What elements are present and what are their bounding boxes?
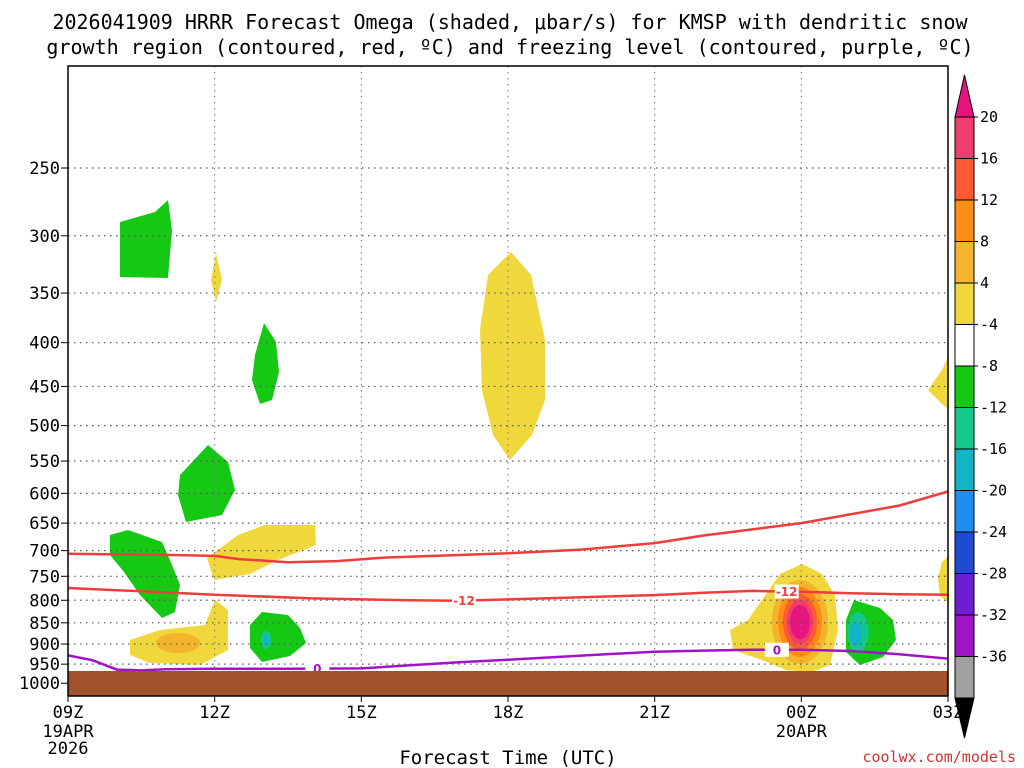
contour-line (67, 586, 949, 602)
y-tick-label: 900 (29, 635, 60, 655)
y-tick-label: 750 (29, 567, 60, 587)
y-tick-label: 500 (29, 417, 60, 437)
colorbar-label: -4 (980, 316, 998, 334)
colorbar: 20 16 12 8 4 -4 -8 -12 -16 -20 -24 -28 -32 -36 (954, 74, 1007, 739)
colorbar-label: 12 (980, 191, 998, 209)
colorbar-swatch (954, 365, 975, 408)
x-tick-label: 12Z (199, 703, 230, 723)
x-tick-label: 15Z (346, 703, 377, 723)
colorbar-label: -28 (980, 565, 1007, 583)
ground-band (68, 671, 948, 696)
colorbar-label: 4 (980, 274, 989, 292)
y-tick-label: 850 (29, 614, 60, 634)
contour-label-bg (774, 584, 799, 599)
chart-title-line1: 2026041909 HRRR Forecast Omega (shaded, … (52, 10, 968, 34)
x-tick-label: 00Z (786, 703, 817, 723)
y-tick-label: 650 (29, 514, 60, 534)
x-axis-label: Forecast Time (UTC) (399, 747, 616, 768)
x-tick-label: 03Z (933, 703, 964, 723)
colorbar-label: -32 (980, 606, 1007, 624)
contour-label-bg (764, 642, 789, 657)
colorbar-swatch (954, 614, 975, 657)
x-date-label: 19APR (42, 722, 94, 742)
colorbar-label: -36 (980, 648, 1007, 666)
y-tick-label: 1000 (19, 674, 60, 694)
contour-lines: -12 -12 0 0 (67, 490, 949, 676)
contour-label: -12 (776, 585, 798, 599)
y-tick-label: 950 (29, 655, 60, 675)
colorbar-swatch (954, 490, 975, 533)
y-tick-label: 350 (29, 284, 60, 304)
y-tick-label: 600 (29, 484, 60, 504)
colorbar-label: -12 (980, 399, 1007, 417)
colorbar-bottom-cap (954, 697, 975, 739)
plot-area: -12 -12 0 0 (67, 65, 949, 697)
y-tick-label: 800 (29, 591, 60, 611)
colorbar-label: -16 (980, 440, 1007, 458)
y-tick-label: 300 (29, 227, 60, 247)
x-tick-label: 09Z (53, 703, 84, 723)
x-tick-label: 21Z (639, 703, 670, 723)
contour-line (67, 648, 949, 672)
colorbar-swatch (954, 656, 975, 699)
colorbar-swatch (954, 531, 975, 574)
colorbar-swatch (954, 282, 975, 325)
y-axis: 2503003504004505005506006507007508008509… (19, 159, 68, 694)
colorbar-label: 8 (980, 233, 989, 251)
credit-link[interactable]: coolwx.com/models (862, 748, 1016, 766)
y-tick-label: 700 (29, 542, 60, 562)
colorbar-swatch (954, 573, 975, 616)
colorbar-swatch (954, 324, 975, 367)
grid-lines (68, 66, 948, 696)
contour-label: 0 (773, 643, 781, 657)
colorbar-top-cap (954, 74, 975, 118)
colorbar-label: -24 (980, 523, 1007, 541)
colorbar-label: 20 (980, 108, 998, 126)
colorbar-label: -8 (980, 357, 998, 375)
colorbar-swatch (954, 448, 975, 491)
y-tick-label: 550 (29, 452, 60, 472)
y-tick-label: 450 (29, 377, 60, 397)
colorbar-swatch (954, 116, 975, 159)
colorbar-swatch (954, 407, 975, 450)
x-date-label: 20APR (776, 722, 828, 742)
x-tick-label: 18Z (493, 703, 524, 723)
colorbar-swatch (954, 158, 975, 201)
y-tick-label: 250 (29, 159, 60, 179)
colorbar-label: 16 (980, 150, 998, 168)
y-tick-label: 400 (29, 334, 60, 354)
x-date-label: 2026 (48, 739, 89, 759)
contour-line (67, 490, 949, 564)
colorbar-label: -20 (980, 482, 1007, 500)
contour-label: 0 (313, 662, 321, 676)
contour-label: -12 (453, 594, 475, 608)
colorbar-swatch (954, 241, 975, 284)
colorbar-swatch (954, 199, 975, 242)
chart-title-line2: growth region (contoured, red, ºC) and f… (46, 35, 973, 59)
contour-label-bg (452, 593, 476, 608)
